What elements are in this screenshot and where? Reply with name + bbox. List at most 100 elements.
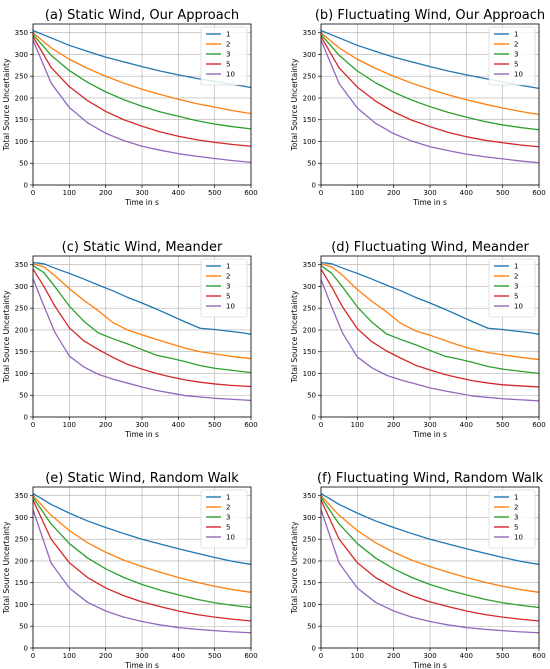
y-tick-label: 350 (15, 492, 28, 500)
x-tick-label: 300 (135, 421, 148, 429)
x-axis-label: Time in s (412, 661, 447, 669)
x-tick-label: 300 (423, 652, 436, 660)
y-tick-label: 150 (303, 348, 316, 356)
series-line-3 (32, 265, 252, 374)
series-line-10 (320, 279, 540, 402)
legend-label: 10 (226, 534, 235, 542)
legend-box (488, 489, 536, 549)
y-axis-label: Total Source Uncertainty (2, 290, 11, 383)
legend-label: 10 (226, 303, 235, 311)
series-line-10 (320, 509, 540, 634)
legend-box (200, 258, 248, 318)
series-line-2 (320, 495, 540, 593)
y-tick-label: 200 (15, 557, 28, 565)
series-line-5 (320, 36, 540, 148)
x-tick-label: 200 (387, 189, 400, 197)
series-line-2 (320, 32, 540, 116)
x-axis-label: Time in s (124, 430, 159, 439)
legend-label: 1 (226, 31, 230, 39)
x-tick-label: 200 (99, 189, 112, 197)
series-line-3 (320, 497, 540, 609)
x-tick-label: 300 (423, 189, 436, 197)
legend-label: 3 (226, 283, 230, 291)
x-tick-label: 200 (99, 652, 112, 660)
series-line-1 (32, 261, 252, 335)
legend-label: 1 (514, 263, 518, 271)
legend-label: 3 (226, 51, 230, 59)
legend-label: 5 (226, 61, 230, 69)
legend: 1 2 3 5 10 (200, 258, 248, 318)
x-tick-label: 400 (460, 652, 473, 660)
x-tick-label: 600 (244, 189, 257, 197)
y-tick-label: 150 (15, 348, 28, 356)
legend-label: 3 (226, 514, 230, 522)
series-line-2 (320, 263, 540, 361)
legend: 1 2 3 5 10 (200, 26, 248, 86)
y-tick-label: 350 (303, 492, 316, 500)
x-tick-label: 0 (31, 652, 35, 660)
series-line-10 (32, 39, 252, 164)
legend-label: 1 (226, 494, 230, 502)
series-line-5 (32, 499, 252, 622)
x-tick-label: 600 (532, 189, 545, 197)
y-tick-label: 100 (303, 138, 316, 146)
legend: 1 2 3 5 10 (488, 489, 536, 549)
x-tick-label: 300 (135, 652, 148, 660)
legend-box (200, 489, 248, 549)
y-axis-label: Total Source Uncertainty (290, 290, 299, 383)
legend-box (488, 258, 536, 318)
chart-title: (b) Fluctuating Wind, Our Approach (315, 8, 545, 23)
y-tick-label: 300 (303, 51, 316, 59)
y-tick-label: 200 (303, 326, 316, 334)
legend-label: 3 (514, 51, 518, 59)
series-line-3 (320, 265, 540, 375)
legend-label: 2 (514, 41, 518, 49)
y-tick-label: 200 (15, 326, 28, 334)
x-tick-label: 0 (319, 652, 323, 660)
y-tick-label: 50 (19, 623, 28, 631)
y-tick-label: 250 (15, 536, 28, 544)
y-tick-label: 100 (303, 601, 316, 609)
y-tick-label: 250 (15, 73, 28, 81)
x-tick-label: 400 (172, 189, 185, 197)
y-tick-label: 300 (15, 514, 28, 522)
x-tick-label: 500 (208, 189, 221, 197)
y-tick-label: 200 (303, 557, 316, 565)
series-line-5 (32, 36, 252, 147)
legend-box (488, 26, 536, 86)
x-tick-label: 100 (351, 652, 364, 660)
x-tick-label: 500 (496, 652, 509, 660)
legend-label: 10 (226, 71, 235, 79)
series-line-2 (32, 495, 252, 593)
legend-label: 2 (226, 504, 230, 512)
x-tick-label: 300 (423, 421, 436, 429)
legend-box (200, 26, 248, 86)
series-line-10 (32, 509, 252, 634)
legend-label: 3 (514, 283, 518, 291)
y-tick-label: 150 (15, 579, 28, 587)
chart-title: (c) Static Wind, Meander (62, 240, 223, 255)
x-axis-label: Time in s (124, 661, 159, 669)
legend-label: 5 (226, 524, 230, 532)
series-line-3 (32, 497, 252, 609)
x-tick-label: 0 (31, 421, 35, 429)
legend-label: 5 (226, 293, 230, 301)
y-tick-label: 250 (15, 305, 28, 313)
y-tick-label: 100 (15, 138, 28, 146)
series-line-2 (32, 263, 252, 360)
y-tick-label: 350 (15, 261, 28, 269)
y-tick-label: 300 (303, 283, 316, 291)
y-tick-label: 50 (19, 160, 28, 168)
legend: 1 2 3 5 10 (200, 489, 248, 549)
y-axis-label: Total Source Uncertainty (2, 58, 11, 151)
legend-label: 2 (226, 41, 230, 49)
legend-label: 1 (514, 494, 518, 502)
x-tick-label: 200 (99, 421, 112, 429)
y-tick-label: 350 (15, 29, 28, 37)
y-tick-label: 100 (303, 370, 316, 378)
y-tick-label: 150 (15, 116, 28, 124)
y-axis-label: Total Source Uncertainty (290, 58, 299, 151)
